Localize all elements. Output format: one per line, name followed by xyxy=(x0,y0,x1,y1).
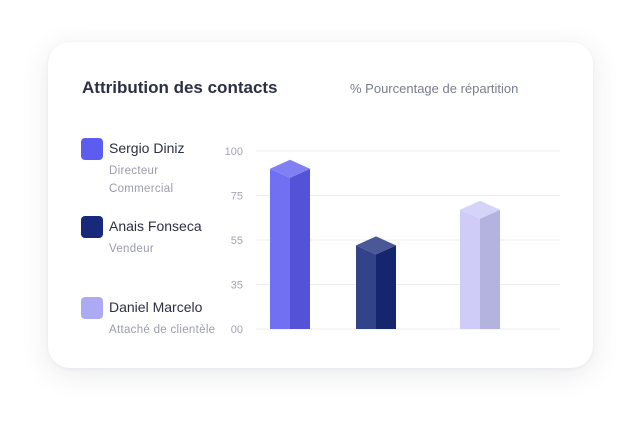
legend-swatch xyxy=(81,138,103,160)
legend-swatch xyxy=(81,216,103,238)
legend-name: Anais Fonseca xyxy=(109,218,202,234)
legend-role: Directeur Commercial xyxy=(109,165,174,195)
legend-name: Daniel Marcelo xyxy=(109,299,203,315)
y-tick-label: 00 xyxy=(231,324,243,336)
legend-name: Sergio Diniz xyxy=(109,140,185,156)
y-tick-label: 35 xyxy=(231,280,243,292)
bar-sergio-diniz xyxy=(270,159,310,329)
y-tick-label: 55 xyxy=(231,235,243,247)
bar-daniel-marcelo xyxy=(460,200,500,329)
y-tick-label: 75 xyxy=(231,191,243,203)
y-tick-label: 100 xyxy=(225,146,243,158)
contact-attribution-card: Attribution des contacts % Pourcentage d… xyxy=(48,42,593,368)
legend-role: Attaché de clientèle xyxy=(109,324,216,336)
bar-anais-fonseca xyxy=(356,236,396,329)
legend-role: Vendeur xyxy=(109,243,154,255)
bar-chart: 100 75 55 35 00 xyxy=(225,146,560,336)
card-title: Attribution des contacts xyxy=(82,78,278,97)
card-subtitle: % Pourcentage de répartition xyxy=(350,81,519,96)
legend-swatch xyxy=(81,297,103,319)
